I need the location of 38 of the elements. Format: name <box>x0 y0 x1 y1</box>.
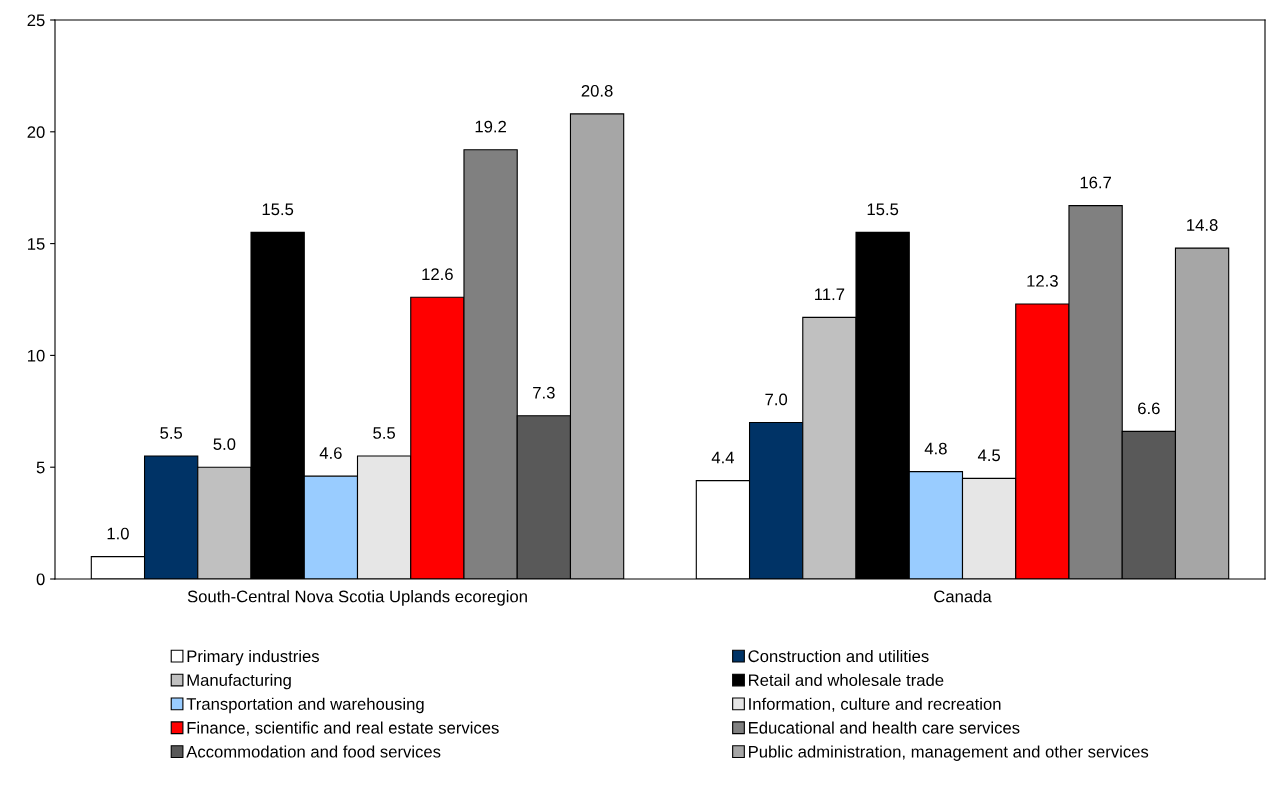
data-label: 7.3 <box>533 386 555 399</box>
legend-label: Accommodation and food services <box>186 745 441 758</box>
data-label: 16.7 <box>1080 176 1111 189</box>
x-tick-label: South-Central Nova Scotia Uplands ecoregion <box>187 590 527 606</box>
data-label: 15.5 <box>867 203 899 216</box>
legend-label: Retail and wholesale trade <box>749 673 944 687</box>
data-label: 7.0 <box>765 393 788 406</box>
x-tick-label: Canada <box>934 590 992 603</box>
data-label: 14.8 <box>1187 219 1218 231</box>
legend-label: Manufacturing <box>187 673 291 690</box>
y-tick-label: 5 <box>36 461 45 474</box>
data-label: 19.2 <box>475 120 506 133</box>
data-label: 6.6 <box>1138 402 1160 415</box>
legend-label: Educational and health care services <box>749 721 1020 734</box>
data-label: 11.7 <box>815 288 845 301</box>
legend-label: Information, culture and recreation <box>749 697 1001 712</box>
data-label: 5.0 <box>213 438 236 451</box>
y-tick-label: 25 <box>27 14 45 27</box>
legend-label: Finance, scientific and real estate services <box>187 721 499 736</box>
y-tick-label: 15 <box>28 238 45 250</box>
data-label: 15.5 <box>262 203 294 216</box>
data-label: 20.8 <box>581 84 613 97</box>
y-tick-label: 0 <box>36 573 45 586</box>
legend-label: Construction and utilities <box>748 649 929 663</box>
data-label: 4.5 <box>977 449 1001 462</box>
legend-label: Public administration, management and other services <box>749 745 1149 761</box>
legend-label: Transportation and warehousing <box>186 697 424 714</box>
data-label: 5.5 <box>373 427 396 439</box>
y-tick-label: 10 <box>28 349 45 362</box>
data-label: 1.0 <box>107 527 129 540</box>
y-tick-label: 20 <box>27 126 45 138</box>
data-label: 12.3 <box>1027 274 1058 287</box>
data-label: 4.4 <box>711 451 735 464</box>
data-label: 4.6 <box>319 447 342 459</box>
data-label: 5.5 <box>160 427 183 439</box>
legend-label: Primary industries <box>187 649 319 666</box>
data-label: 4.8 <box>924 442 947 455</box>
data-label: 12.6 <box>422 268 453 281</box>
